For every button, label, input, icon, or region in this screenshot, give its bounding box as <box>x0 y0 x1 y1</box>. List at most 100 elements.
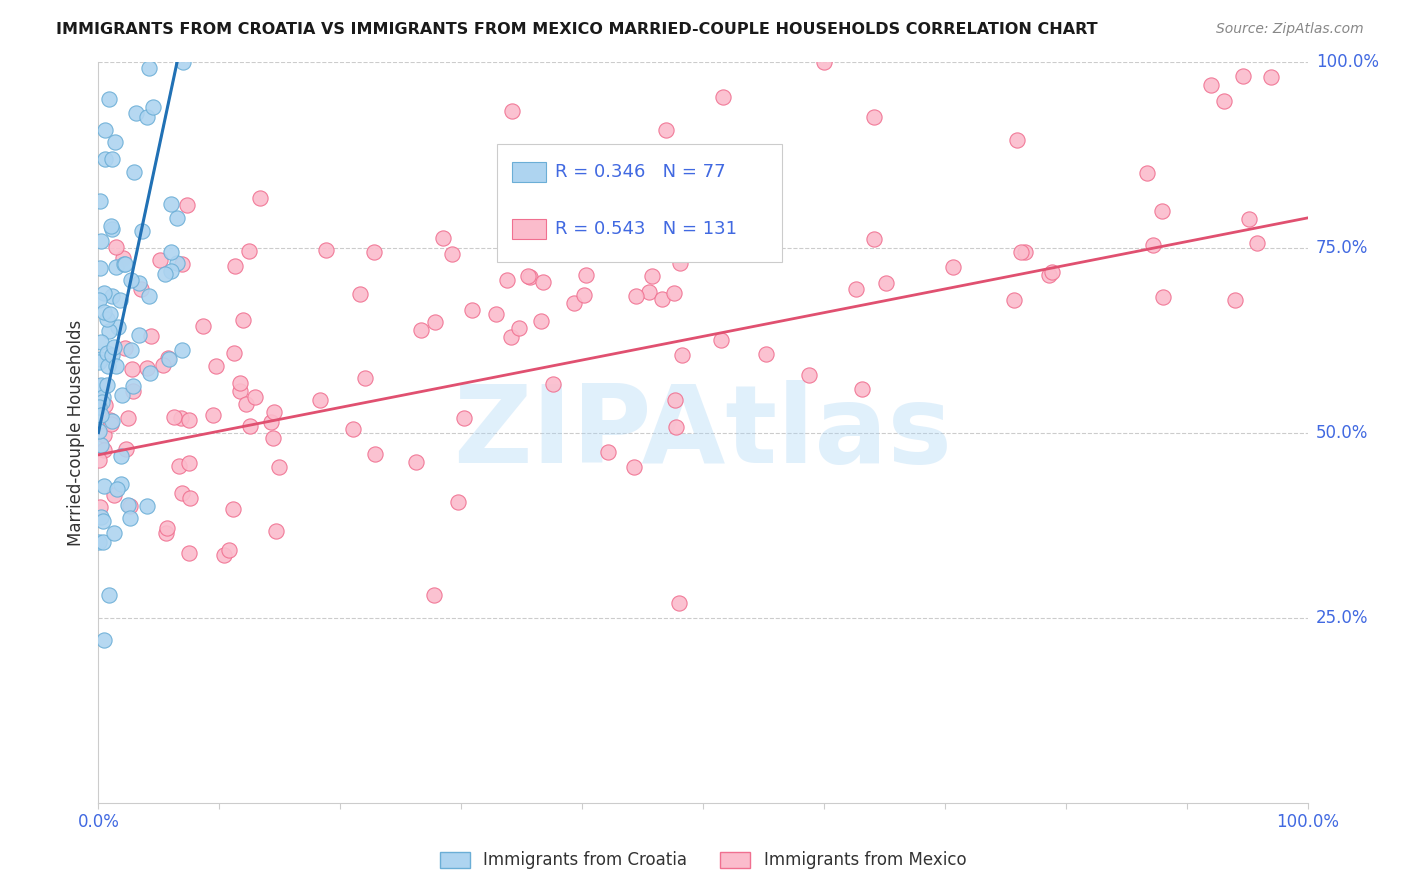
Text: 100.0%: 100.0% <box>1316 54 1379 71</box>
Point <box>100 348 122 362</box>
Point <box>93 479 115 493</box>
Point <box>141 329 163 343</box>
Text: 50.0%: 50.0% <box>1316 424 1368 442</box>
Point <box>409 323 432 337</box>
Text: IMMIGRANTS FROM CROATIA VS IMMIGRANTS FROM MEXICO MARRIED-COUPLE HOUSEHOLDS CORR: IMMIGRANTS FROM CROATIA VS IMMIGRANTS FR… <box>56 22 1098 37</box>
Point <box>1152 203 1174 218</box>
Point <box>668 596 690 610</box>
Point <box>96 346 118 360</box>
Point <box>152 358 174 372</box>
Point <box>249 191 271 205</box>
Point <box>1038 268 1060 282</box>
Point <box>100 222 122 236</box>
Point <box>501 103 523 118</box>
Point <box>120 510 142 524</box>
Point <box>90 438 112 452</box>
Point <box>97 589 120 603</box>
Point <box>163 410 186 425</box>
Point <box>108 293 131 308</box>
Point <box>229 384 252 398</box>
Point <box>1010 245 1032 260</box>
Point <box>179 491 201 505</box>
Point <box>863 110 886 124</box>
Point <box>710 333 733 347</box>
Point <box>1014 244 1036 259</box>
Point <box>117 499 139 513</box>
Point <box>122 165 145 179</box>
Point <box>107 320 129 334</box>
Point <box>623 460 645 475</box>
Point <box>90 409 112 423</box>
Point <box>111 251 134 265</box>
Point <box>93 515 115 529</box>
Point <box>1199 78 1222 92</box>
Point <box>724 169 747 183</box>
Point <box>142 99 165 113</box>
Point <box>117 410 139 425</box>
Point <box>156 521 179 535</box>
Point <box>440 247 463 261</box>
Point <box>423 315 446 329</box>
Point <box>97 359 120 373</box>
Point <box>93 428 115 442</box>
Point <box>96 312 118 326</box>
Point <box>662 286 685 301</box>
Point <box>875 276 897 290</box>
Point <box>93 390 115 404</box>
Point <box>1005 133 1028 147</box>
Point <box>90 335 112 350</box>
Point <box>263 405 285 419</box>
Point <box>239 418 262 433</box>
Point <box>1152 289 1174 303</box>
Point <box>423 589 446 603</box>
Point <box>342 422 364 436</box>
Point <box>105 240 128 254</box>
Point <box>104 135 127 149</box>
Point <box>531 276 554 290</box>
Point <box>1232 69 1254 83</box>
Point <box>172 55 194 70</box>
FancyBboxPatch shape <box>512 161 546 182</box>
Point <box>131 224 153 238</box>
Point <box>90 395 112 409</box>
Point <box>1213 94 1236 108</box>
Point <box>432 231 454 245</box>
Point <box>155 525 177 540</box>
Point <box>179 413 201 427</box>
Point <box>638 285 661 299</box>
Point <box>93 443 115 458</box>
Point <box>519 270 541 285</box>
Point <box>671 348 693 362</box>
Point <box>111 388 134 402</box>
Point <box>1223 293 1246 307</box>
Point <box>166 211 188 225</box>
Point <box>105 482 128 496</box>
Point <box>138 289 160 303</box>
Point <box>129 283 152 297</box>
Point <box>169 458 191 473</box>
Point <box>139 366 162 380</box>
Point <box>89 194 111 208</box>
Point <box>90 351 112 366</box>
Point <box>516 151 538 165</box>
Point <box>120 273 142 287</box>
Point <box>172 256 194 270</box>
Point <box>87 401 110 415</box>
Point <box>262 431 284 445</box>
Point <box>94 152 117 166</box>
Point <box>353 371 375 385</box>
Text: 75.0%: 75.0% <box>1316 238 1368 257</box>
Point <box>93 305 115 319</box>
Point <box>160 197 183 211</box>
Point <box>650 292 672 306</box>
Point <box>942 260 965 274</box>
Point <box>90 234 112 248</box>
Point <box>112 257 135 271</box>
Point <box>349 286 371 301</box>
Point <box>447 495 470 509</box>
Point <box>461 302 484 317</box>
Point <box>122 384 145 398</box>
Point <box>232 313 254 327</box>
Point <box>218 543 240 558</box>
Point <box>755 347 778 361</box>
